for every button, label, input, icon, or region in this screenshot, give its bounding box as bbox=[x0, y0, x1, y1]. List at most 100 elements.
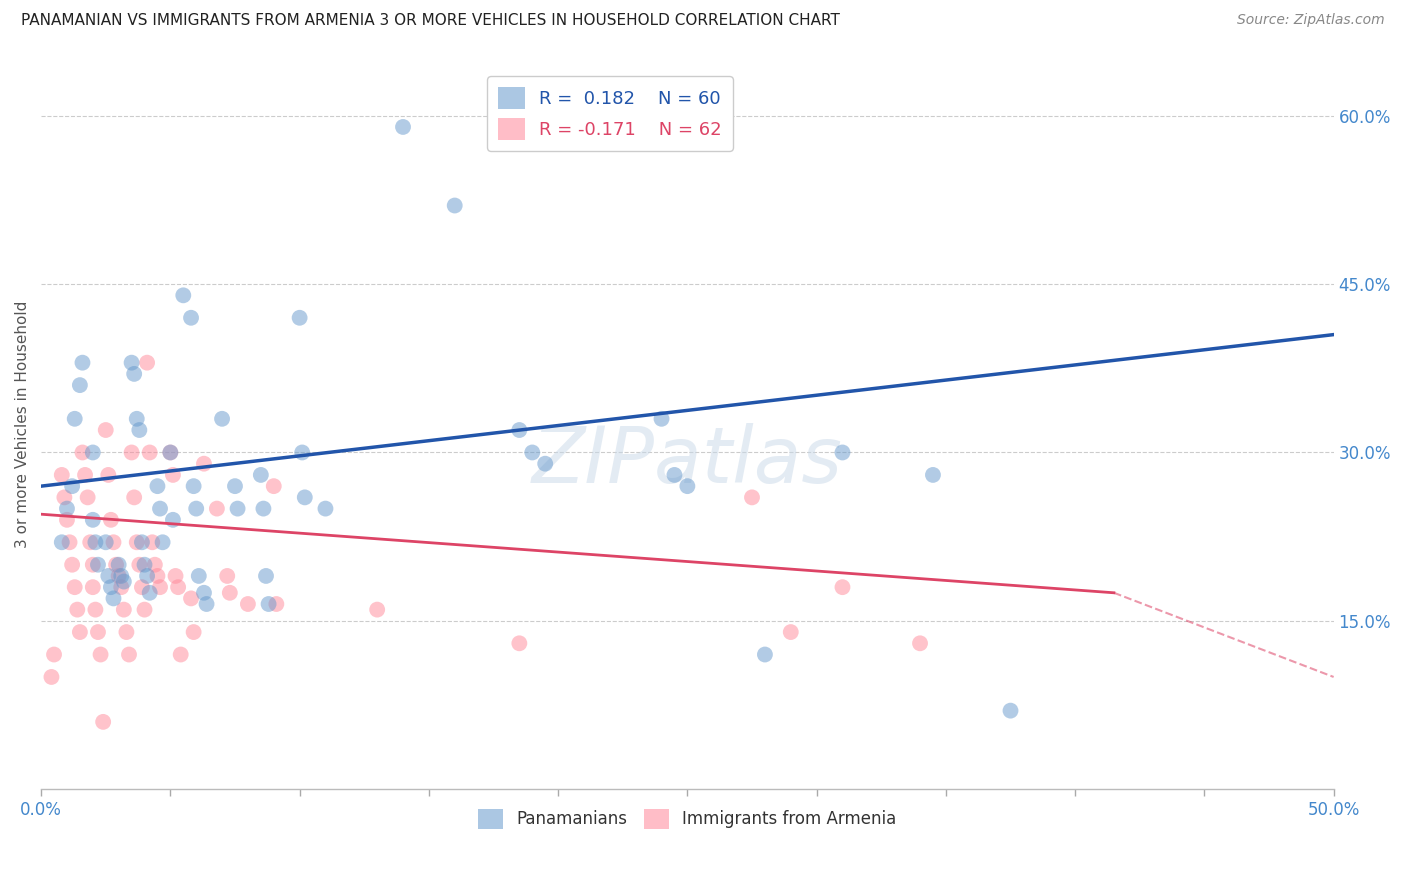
Point bbox=[165, 569, 187, 583]
Point bbox=[217, 569, 239, 583]
Point bbox=[134, 558, 156, 572]
Point bbox=[187, 569, 209, 583]
Point bbox=[1000, 704, 1022, 718]
Point bbox=[107, 569, 129, 583]
Point bbox=[56, 513, 79, 527]
Point bbox=[107, 558, 129, 572]
Point bbox=[664, 467, 686, 482]
Point bbox=[266, 597, 288, 611]
Point bbox=[82, 513, 104, 527]
Point bbox=[128, 558, 150, 572]
Point bbox=[183, 625, 205, 640]
Point bbox=[534, 457, 557, 471]
Point bbox=[110, 580, 132, 594]
Point bbox=[131, 535, 153, 549]
Point bbox=[84, 602, 107, 616]
Point bbox=[162, 467, 184, 482]
Legend: Panamanians, Immigrants from Armenia: Panamanians, Immigrants from Armenia bbox=[471, 802, 903, 836]
Point bbox=[257, 597, 280, 611]
Point bbox=[103, 535, 125, 549]
Point bbox=[263, 479, 285, 493]
Point bbox=[97, 569, 120, 583]
Point bbox=[94, 423, 117, 437]
Y-axis label: 3 or more Vehicles in Household: 3 or more Vehicles in Household bbox=[15, 301, 30, 548]
Point bbox=[831, 580, 853, 594]
Point bbox=[56, 501, 79, 516]
Point bbox=[103, 591, 125, 606]
Point bbox=[63, 580, 86, 594]
Point bbox=[779, 625, 801, 640]
Point bbox=[180, 591, 202, 606]
Point bbox=[443, 198, 465, 212]
Point bbox=[125, 535, 148, 549]
Point bbox=[72, 356, 94, 370]
Point bbox=[79, 535, 101, 549]
Point bbox=[922, 467, 945, 482]
Point bbox=[121, 445, 143, 459]
Point bbox=[118, 648, 141, 662]
Point bbox=[82, 558, 104, 572]
Point bbox=[94, 535, 117, 549]
Point bbox=[149, 580, 172, 594]
Point bbox=[72, 445, 94, 459]
Point bbox=[73, 467, 96, 482]
Point bbox=[226, 501, 249, 516]
Point bbox=[250, 467, 273, 482]
Point bbox=[69, 378, 91, 392]
Point bbox=[141, 535, 163, 549]
Point bbox=[42, 648, 65, 662]
Point bbox=[159, 445, 181, 459]
Point bbox=[193, 457, 215, 471]
Point bbox=[100, 513, 122, 527]
Point bbox=[159, 445, 181, 459]
Point bbox=[112, 574, 135, 589]
Point bbox=[392, 120, 415, 134]
Point bbox=[294, 491, 316, 505]
Point bbox=[252, 501, 274, 516]
Point bbox=[211, 412, 233, 426]
Point bbox=[82, 445, 104, 459]
Point bbox=[60, 558, 83, 572]
Point bbox=[121, 356, 143, 370]
Point bbox=[131, 580, 153, 594]
Point bbox=[69, 625, 91, 640]
Point bbox=[82, 580, 104, 594]
Point bbox=[100, 580, 122, 594]
Point bbox=[84, 535, 107, 549]
Point bbox=[167, 580, 190, 594]
Point bbox=[41, 670, 63, 684]
Point bbox=[105, 558, 128, 572]
Point bbox=[51, 467, 73, 482]
Point bbox=[63, 412, 86, 426]
Point bbox=[87, 558, 110, 572]
Point bbox=[76, 491, 98, 505]
Point bbox=[676, 479, 699, 493]
Point bbox=[224, 479, 246, 493]
Point bbox=[138, 586, 160, 600]
Point bbox=[186, 501, 208, 516]
Point bbox=[288, 310, 311, 325]
Point bbox=[149, 501, 172, 516]
Point bbox=[146, 479, 169, 493]
Point bbox=[122, 491, 145, 505]
Point bbox=[60, 479, 83, 493]
Point bbox=[136, 569, 159, 583]
Point bbox=[97, 467, 120, 482]
Point bbox=[134, 602, 156, 616]
Point bbox=[53, 491, 76, 505]
Point bbox=[152, 535, 174, 549]
Point bbox=[205, 501, 228, 516]
Point bbox=[146, 569, 169, 583]
Point bbox=[195, 597, 218, 611]
Point bbox=[115, 625, 138, 640]
Point bbox=[741, 491, 763, 505]
Point bbox=[193, 586, 215, 600]
Point bbox=[236, 597, 259, 611]
Point bbox=[91, 714, 114, 729]
Point bbox=[51, 535, 73, 549]
Point bbox=[180, 310, 202, 325]
Point bbox=[522, 445, 544, 459]
Point bbox=[172, 288, 194, 302]
Text: ZIPatlas: ZIPatlas bbox=[531, 423, 842, 499]
Point bbox=[651, 412, 673, 426]
